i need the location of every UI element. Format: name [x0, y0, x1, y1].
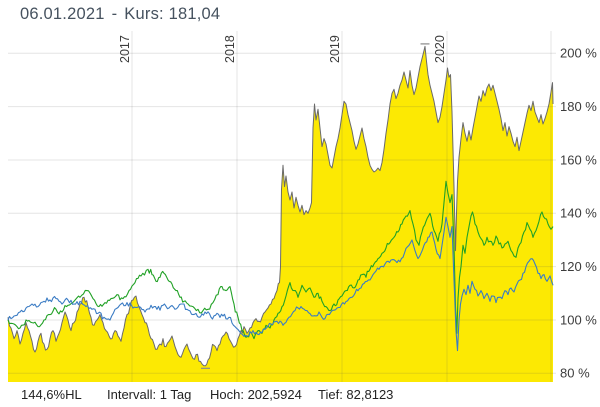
date-label: 06.01.2021 [20, 5, 105, 23]
x-tick-2017: 2017 [118, 35, 132, 63]
chart-footer: 144,6%HL Intervall: 1 Tag Hoch: 202,5924… [0, 387, 600, 407]
low-label: Tief: 82,8123 [318, 387, 394, 402]
y-tick-100: 100 % [560, 312, 597, 327]
high-label: Hoch: 202,5924 [210, 387, 302, 402]
high-low-marker-layer [201, 43, 430, 369]
price-line [7, 45, 554, 367]
series-layer [7, 45, 554, 367]
y-tick-200: 200 % [560, 46, 597, 61]
chart-header: 06.01.2021- Kurs: 181,04 [20, 5, 220, 24]
y-tick-120: 120 % [560, 259, 597, 274]
y-tick-160: 160 % [560, 152, 597, 167]
price-label: Kurs: 181,04 [124, 5, 221, 23]
price-area-fill [8, 46, 553, 383]
gridline-layer [8, 31, 556, 382]
benchmark-line-blue [7, 216, 554, 352]
y-tick-140: 140 % [560, 206, 597, 221]
x-tick-2020: 2020 [433, 35, 447, 63]
interval-label: Intervall: 1 Tag [107, 387, 192, 402]
x-tick-2018: 2018 [223, 35, 237, 63]
x-tick-2019: 2019 [328, 35, 342, 63]
price-area-layer [8, 46, 553, 383]
y-tick-80: 80 % [560, 366, 590, 381]
y-tick-180: 180 % [560, 99, 597, 114]
range-label: 144,6%HL [21, 387, 82, 402]
header-separator: - [111, 5, 118, 23]
